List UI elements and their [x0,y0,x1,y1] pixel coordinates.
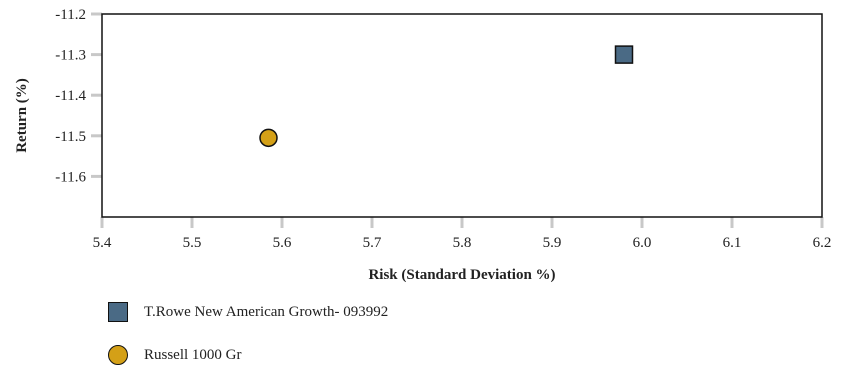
legend-item-benchmark: Russell 1000 Gr [108,343,388,367]
legend-item-fund: T.Rowe New American Growth- 093992 [108,300,388,324]
plot-area [101,13,823,218]
y-tick-label: -11.4 [55,88,86,104]
x-axis-ticks: 5.4 5.5 5.6 5.7 5.8 5.9 6.0 6.1 6.2 [93,217,832,251]
y-axis-ticks: -11.2 -11.3 -11.4 -11.5 -11.6 [55,7,102,185]
y-tick-label: -11.6 [55,169,86,185]
legend-label-fund: T.Rowe New American Growth- 093992 [144,303,389,320]
x-tick-label: 5.5 [183,235,202,251]
y-tick-label: -11.2 [55,7,86,23]
y-tick-label: -11.3 [55,48,86,64]
x-tick-label: 5.7 [363,235,382,251]
x-axis-title: Risk (Standard Deviation %) [368,267,555,283]
scatter-chart: -11.2-11.3-11.4-11.5-11.6 5.4 5.5 5.6 5.7 5.… [14,7,832,283]
y-tick-label: -11.5 [55,129,86,145]
x-tick-label: 5.4 [93,235,112,251]
circle-marker-icon [108,345,128,365]
x-tick-label: 6.2 [813,235,832,251]
x-tick-label: 5.8 [453,235,472,251]
square-marker-icon [108,302,128,322]
x-tick-label: 6.0 [633,235,652,251]
x-tick-label: 6.1 [723,235,742,251]
y-axis-title: Return (%) [14,78,30,153]
x-tick-label: 5.9 [543,235,562,251]
data-points [259,45,634,148]
legend: T.Rowe New American Growth- 093992 Russe… [108,300,388,386]
data-point-circle [259,128,278,148]
legend-label-benchmark: Russell 1000 Gr [144,346,242,363]
x-tick-label: 5.6 [273,235,292,251]
data-point-square [614,45,634,64]
